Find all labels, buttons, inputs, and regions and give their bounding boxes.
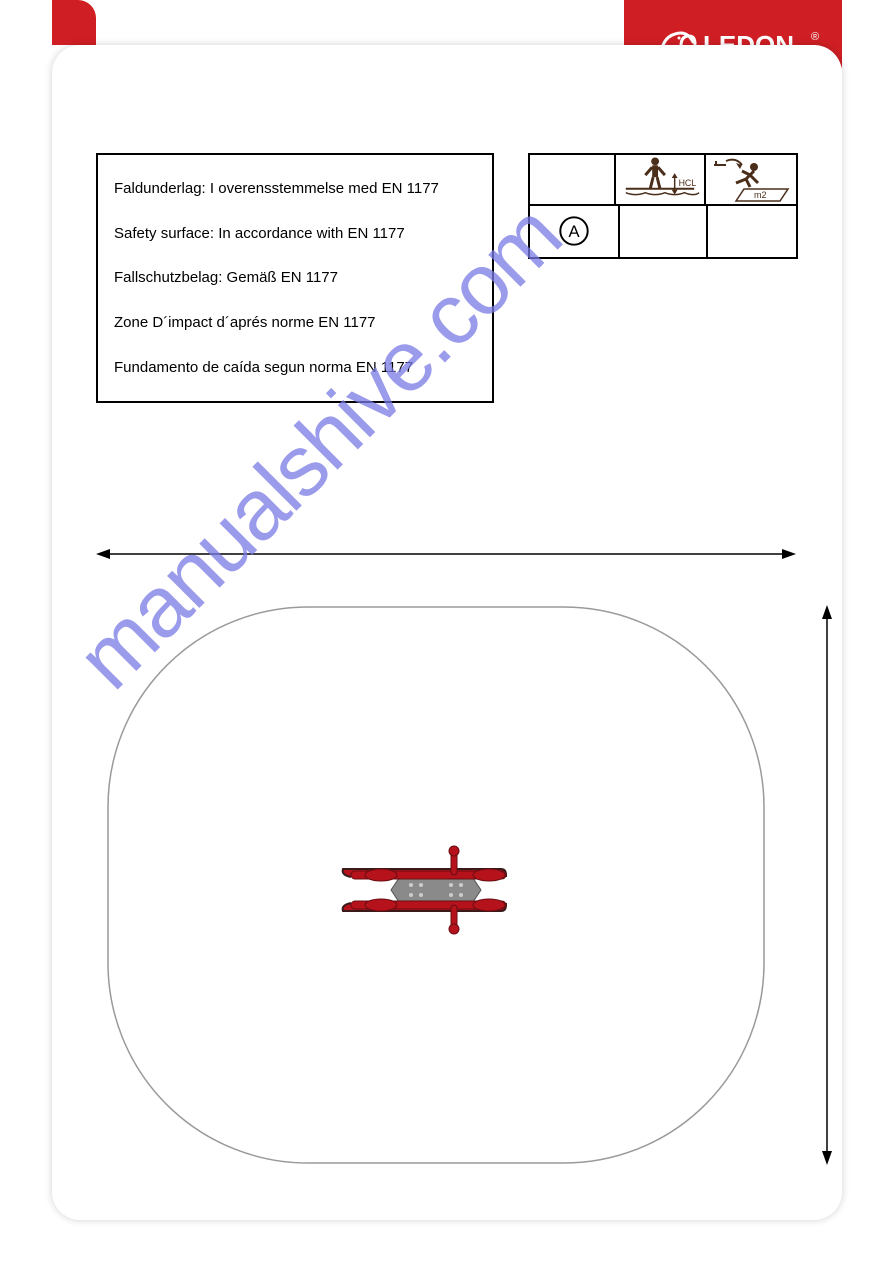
width-dimension-arrow: [96, 545, 796, 563]
info-line: Zone D´impact d´aprés norme EN 1177: [114, 313, 476, 333]
safety-zone-diagram: [96, 545, 796, 1185]
legend-cell-a: A: [530, 206, 620, 257]
legend-cell-empty: [708, 206, 796, 257]
playground-equipment-icon: [331, 845, 541, 935]
height-dimension-arrow: [818, 605, 836, 1165]
legend-cell-empty: [620, 206, 708, 257]
a-marker-icon: A: [530, 205, 618, 258]
top-left-tab: [52, 0, 96, 45]
document-page: Faldunderlag: I overensstemmelse med EN …: [52, 45, 842, 1220]
info-line: Faldunderlag: I overensstemmelse med EN …: [114, 179, 476, 199]
legend-cell-m2: m2: [706, 155, 796, 204]
svg-text:HCL: HCL: [679, 178, 697, 188]
fall-area-icon: m2: [706, 153, 796, 206]
info-line: Fundamento de caída segun norma EN 1177: [114, 358, 476, 378]
info-line: Fallschutzbelag: Gemäß EN 1177: [114, 268, 476, 288]
svg-text:A: A: [568, 222, 580, 241]
fall-height-icon: HCL: [616, 153, 704, 206]
safety-standard-box: Faldunderlag: I overensstemmelse med EN …: [96, 153, 494, 403]
legend-cell-empty: [530, 155, 616, 204]
info-line: Safety surface: In accordance with EN 11…: [114, 224, 476, 244]
legend-table: HCL: [528, 153, 798, 259]
legend-cell-hcl: HCL: [616, 155, 706, 204]
svg-text:m2: m2: [754, 190, 767, 200]
svg-text:®: ®: [811, 31, 819, 43]
